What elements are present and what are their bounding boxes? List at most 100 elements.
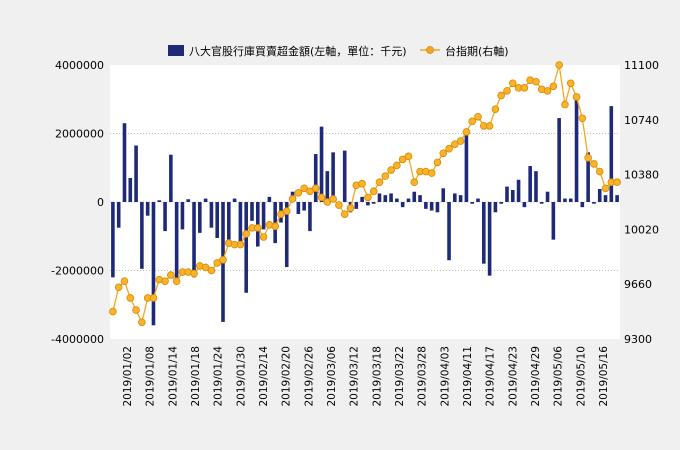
bar xyxy=(238,202,243,244)
bar xyxy=(429,202,434,211)
x-tick-label: 2019/02/20 xyxy=(281,346,293,407)
x-tick-label: 2019/04/11 xyxy=(462,346,474,407)
bar xyxy=(493,202,498,213)
bar xyxy=(534,171,538,202)
bar xyxy=(580,202,585,208)
line-point xyxy=(485,122,494,130)
x-tick-label: 2019/01/18 xyxy=(190,346,202,407)
x-tick-label: 2019/01/02 xyxy=(122,346,134,407)
bar xyxy=(227,202,231,247)
line-point xyxy=(497,91,505,100)
line-point xyxy=(590,160,598,168)
line-point xyxy=(219,256,227,264)
bar xyxy=(267,196,272,202)
bar xyxy=(122,123,127,202)
line-point xyxy=(242,230,250,238)
line-point xyxy=(126,294,135,302)
x-tick-label: 2019/04/29 xyxy=(530,346,542,407)
bar xyxy=(203,198,208,202)
bar xyxy=(464,133,469,202)
line-point xyxy=(520,84,529,92)
bar xyxy=(487,202,492,276)
x-tick-label: 2019/04/17 xyxy=(485,346,497,407)
bar xyxy=(528,166,532,202)
line-point xyxy=(601,184,610,193)
bar xyxy=(568,198,573,202)
line-point xyxy=(277,210,285,218)
line-point xyxy=(532,77,540,86)
line-point xyxy=(340,210,349,218)
right-tick-label: 10020 xyxy=(624,223,659,236)
bar xyxy=(609,106,614,202)
line-point xyxy=(561,100,569,109)
line-point xyxy=(572,93,581,101)
left-tick-label: 4000000 xyxy=(55,59,104,72)
legend-line-marker xyxy=(426,46,434,54)
bar xyxy=(366,202,370,206)
line-point xyxy=(149,294,158,302)
bar xyxy=(510,190,515,202)
bar xyxy=(151,202,156,326)
bar xyxy=(261,202,266,230)
line-point xyxy=(445,144,453,153)
bar xyxy=(400,202,405,208)
line-point xyxy=(491,105,500,113)
line-point xyxy=(358,179,366,188)
bar xyxy=(360,196,364,202)
line-point xyxy=(410,178,419,187)
bar xyxy=(192,202,196,278)
bar xyxy=(539,202,544,204)
bar xyxy=(603,195,608,202)
x-tick-label: 2019/01/30 xyxy=(235,346,247,407)
line-point xyxy=(190,269,198,278)
line-point xyxy=(306,187,314,196)
bar xyxy=(545,191,550,202)
line-point xyxy=(207,266,216,275)
bar xyxy=(574,94,579,202)
x-tick-label: 2019/05/16 xyxy=(598,346,610,407)
line-point xyxy=(335,201,343,209)
bar xyxy=(140,202,144,269)
right-tick-label: 9660 xyxy=(624,278,652,291)
bar xyxy=(273,202,277,244)
line-point xyxy=(584,154,592,162)
bar xyxy=(447,202,451,261)
line-point xyxy=(329,195,337,203)
line-point xyxy=(474,112,482,121)
bar xyxy=(331,152,335,202)
bar xyxy=(145,202,150,216)
line-point xyxy=(427,169,436,177)
bar xyxy=(250,202,254,221)
line-point xyxy=(462,128,471,136)
line-point xyxy=(566,79,575,88)
line-point xyxy=(288,195,297,203)
line-point xyxy=(167,271,175,279)
x-tick-label: 2019/03/18 xyxy=(371,346,383,407)
bar xyxy=(412,191,417,202)
bar xyxy=(215,202,220,238)
legend-line-label: 台指期(右軸) xyxy=(445,44,509,58)
bar xyxy=(389,193,393,202)
bar xyxy=(563,198,567,202)
line-point xyxy=(555,61,563,69)
bar xyxy=(342,150,347,203)
bar xyxy=(284,202,289,268)
line-point xyxy=(451,140,459,148)
line-point xyxy=(381,172,390,180)
line-point xyxy=(114,283,123,292)
line-series xyxy=(109,61,621,327)
bar xyxy=(128,178,133,202)
x-tick-label: 2019/02/14 xyxy=(258,346,270,407)
line-point xyxy=(433,158,442,167)
line-point xyxy=(236,240,245,249)
left-tick-label: 0 xyxy=(97,196,104,209)
x-tick-label: 2019/03/28 xyxy=(417,346,429,407)
bar xyxy=(424,202,428,209)
bar xyxy=(244,202,248,293)
x-tick-label: 2019/04/23 xyxy=(507,346,519,407)
bar xyxy=(180,202,185,230)
line-point xyxy=(109,307,117,316)
x-tick-label: 2019/03/12 xyxy=(349,346,361,407)
bar xyxy=(458,195,463,202)
bar xyxy=(111,202,115,278)
